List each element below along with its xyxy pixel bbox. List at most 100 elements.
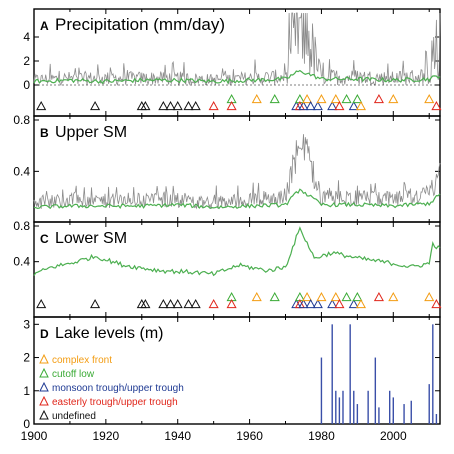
event-marker: [190, 298, 201, 309]
event-marker: [373, 291, 384, 302]
event-marker: [431, 100, 442, 111]
legend-marker: [39, 353, 49, 364]
x-tick-label: 1960: [236, 429, 263, 443]
event-marker: [355, 100, 367, 111]
event-marker: [140, 298, 151, 309]
event-marker: [90, 100, 101, 111]
event-marker: [226, 298, 237, 309]
x-tick-label: 1980: [308, 429, 335, 443]
x-tick-label: 1920: [93, 429, 120, 443]
y-tick-label: 4: [23, 30, 30, 44]
y-tick-label: 0.8: [13, 219, 30, 233]
event-marker: [334, 100, 345, 111]
event-marker: [424, 93, 435, 104]
panel-letter: D: [40, 327, 49, 341]
legend-marker: [39, 395, 49, 406]
event-marker: [172, 298, 183, 309]
event-marker: [316, 291, 327, 302]
panel-a: 0 2 4A Precipitation (mm/day): [23, 8, 442, 117]
event-marker: [312, 100, 323, 111]
event-marker: [165, 298, 176, 309]
panel-letter: C: [40, 232, 49, 246]
panel-d: 0 1 2 3D Lake levels (m) complex front cutoff …: [23, 316, 441, 431]
event-marker: [298, 298, 309, 309]
event-marker: [327, 100, 338, 111]
event-marker: [190, 100, 201, 111]
legend-label: easterly trough/upper trough: [52, 397, 178, 408]
y-tick-label: 2: [23, 351, 30, 365]
event-marker: [341, 93, 352, 104]
panel-title: Lake levels (m): [55, 325, 163, 342]
event-marker: [90, 298, 101, 309]
series-raw-line: [33, 134, 441, 210]
series-smooth-line: [33, 69, 441, 85]
event-marker: [158, 298, 169, 309]
event-marker: [316, 93, 327, 104]
legend-label: undefined: [52, 411, 96, 422]
event-marker: [226, 100, 237, 111]
panel-title: Precipitation (mm/day): [55, 15, 225, 34]
event-marker: [334, 298, 345, 309]
panel-letter: B: [40, 126, 49, 140]
event-marker: [36, 298, 47, 309]
event-marker: [424, 291, 435, 302]
legend-label: monsoon trough/upper trough: [52, 383, 184, 394]
panel-c: 0.4 0.8 C Lower SM: [13, 219, 442, 318]
y-tick-label: 3: [23, 317, 30, 331]
panel-b: 0.4 0.8 B Upper SM: [13, 113, 441, 223]
event-marker: [352, 93, 363, 104]
panel-title: Upper SM: [55, 124, 127, 141]
legend: complex front cutoff low monsoon trough/up…: [39, 353, 184, 422]
event-marker: [251, 291, 262, 302]
event-marker: [330, 93, 341, 104]
event-marker: [140, 100, 151, 111]
series-raw-line: [33, 12, 441, 87]
y-tick-label: 1: [23, 384, 30, 398]
event-marker: [269, 93, 280, 104]
event-marker: [208, 100, 219, 111]
event-marker: [165, 100, 176, 111]
event-marker: [348, 298, 359, 309]
event-marker: [183, 100, 194, 111]
event-marker: [388, 93, 399, 104]
event-marker: [183, 298, 194, 309]
event-marker: [158, 100, 169, 111]
event-marker: [298, 100, 309, 111]
event-marker: [431, 298, 442, 309]
panel-frame: [33, 316, 441, 425]
legend-marker: [39, 409, 49, 420]
event-marker: [341, 291, 352, 302]
panel-letter: A: [40, 19, 49, 33]
event-marker: [251, 93, 262, 104]
event-marker: [269, 291, 280, 302]
event-marker: [352, 291, 363, 302]
event-marker: [348, 100, 359, 111]
x-tick-label: 1900: [21, 429, 48, 443]
event-marker: [373, 93, 384, 104]
panel-title: Lower SM: [55, 230, 127, 247]
legend-label: complex front: [52, 355, 112, 366]
event-marker: [305, 298, 316, 309]
series-smooth-line: [33, 188, 441, 210]
event-marker: [36, 100, 47, 111]
legend-marker: [39, 381, 49, 392]
y-tick-label: 0.4: [13, 255, 30, 269]
event-marker: [312, 298, 323, 309]
x-tick-label: 1940: [164, 429, 191, 443]
x-tick-label: 2000: [380, 429, 407, 443]
y-tick-label: 0: [23, 417, 30, 431]
y-tick-label: 0: [23, 78, 30, 92]
event-marker: [388, 291, 399, 302]
event-marker: [302, 93, 313, 104]
y-tick-label: 0.4: [13, 164, 30, 178]
legend-marker: [39, 367, 49, 378]
event-marker: [172, 100, 183, 111]
y-tick-label: 2: [23, 54, 30, 68]
event-marker: [305, 100, 316, 111]
legend-label: cutoff low: [52, 369, 95, 380]
event-marker: [208, 298, 219, 309]
series-smooth-line: [33, 226, 441, 277]
event-marker: [302, 291, 313, 302]
